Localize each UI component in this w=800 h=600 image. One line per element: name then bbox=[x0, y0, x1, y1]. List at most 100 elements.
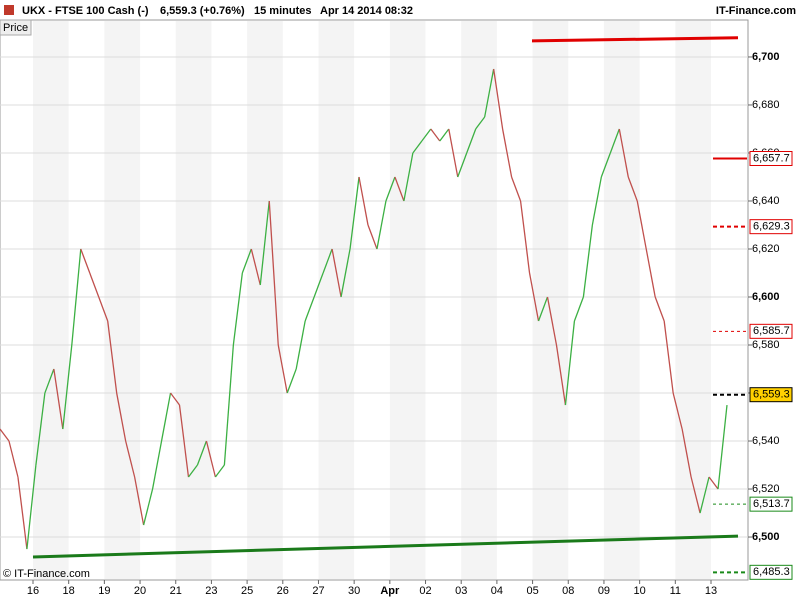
x-tick-label: 27 bbox=[312, 585, 324, 597]
logo bbox=[4, 5, 14, 15]
price-segment bbox=[53, 368, 64, 430]
price-segment bbox=[528, 272, 540, 322]
copyright: © IT-Finance.com bbox=[3, 568, 90, 580]
y-tick-label: 6,680 bbox=[752, 99, 780, 111]
quote: 6,559.3 (+0.76%) bbox=[160, 5, 245, 17]
day-band bbox=[104, 21, 141, 579]
trendline bbox=[531, 36, 739, 43]
x-tick-label: 19 bbox=[98, 585, 110, 597]
price-segment bbox=[313, 272, 324, 298]
y-tick-label: 6,620 bbox=[752, 243, 780, 255]
day-band bbox=[33, 21, 69, 579]
x-tick-label: 09 bbox=[598, 585, 610, 597]
symbol: UKX - FTSE 100 Cash (-) bbox=[22, 5, 149, 17]
price-segment bbox=[268, 200, 279, 346]
price-segment bbox=[322, 248, 333, 274]
y-tick-label: 6,500 bbox=[752, 531, 780, 543]
price-segment bbox=[286, 368, 297, 394]
level-label: 6,485.3 bbox=[753, 566, 790, 578]
trendline bbox=[32, 534, 739, 559]
price-segment bbox=[717, 404, 728, 490]
price-segment bbox=[277, 344, 288, 394]
level-label-box bbox=[749, 323, 793, 339]
price-segment bbox=[484, 68, 495, 118]
x-tick-label: 05 bbox=[526, 585, 538, 597]
price-segment bbox=[62, 344, 73, 430]
price-segment bbox=[151, 440, 163, 490]
datetime: Apr 14 2014 08:32 bbox=[320, 5, 413, 17]
level-label-box bbox=[749, 496, 793, 512]
price-segment bbox=[457, 152, 468, 178]
x-tick-label: 25 bbox=[241, 585, 253, 597]
price-segment bbox=[367, 224, 378, 250]
price-segment bbox=[35, 392, 46, 466]
price-segment bbox=[116, 392, 127, 442]
price-segment bbox=[609, 128, 620, 154]
x-tick-label: 02 bbox=[419, 585, 431, 597]
x-tick-label: 04 bbox=[491, 585, 503, 597]
level-label: 6,629.3 bbox=[753, 221, 790, 233]
x-tick-label: 21 bbox=[170, 585, 182, 597]
price-segment bbox=[573, 296, 585, 322]
price-segment bbox=[672, 392, 683, 430]
price-segment bbox=[600, 152, 611, 178]
price-segment bbox=[8, 440, 19, 478]
y-tick-label: 6,640 bbox=[752, 195, 780, 207]
price-segment bbox=[519, 200, 531, 274]
price-segment bbox=[259, 200, 270, 286]
price-segment bbox=[160, 392, 172, 442]
tab-label[interactable]: Price bbox=[3, 22, 28, 34]
price-segment bbox=[187, 464, 198, 478]
level-label: 6,657.7 bbox=[753, 152, 790, 164]
price-segment bbox=[555, 344, 567, 406]
price-segment bbox=[663, 320, 674, 394]
price-segment bbox=[304, 296, 315, 322]
day-band bbox=[532, 21, 569, 579]
price-segment bbox=[501, 128, 513, 178]
price-segment bbox=[44, 368, 55, 394]
price-segment bbox=[618, 128, 629, 178]
level-label-box bbox=[749, 387, 793, 403]
y-tick-label: 6,520 bbox=[752, 483, 780, 495]
price-segment bbox=[223, 344, 235, 466]
price-segment bbox=[17, 476, 28, 550]
x-tick-label: Apr bbox=[380, 585, 400, 597]
level-label: 6,513.7 bbox=[753, 498, 790, 510]
x-tick-label: 08 bbox=[562, 585, 574, 597]
price-segment bbox=[492, 68, 504, 130]
price-segment bbox=[241, 248, 252, 274]
price-segment bbox=[421, 128, 432, 142]
price-segment bbox=[331, 248, 342, 298]
day-band bbox=[461, 21, 497, 579]
price-segment bbox=[466, 128, 477, 154]
price-segment bbox=[133, 476, 145, 526]
y-tick-label: 6,700 bbox=[752, 51, 780, 63]
interval: 15 minutes bbox=[254, 5, 311, 17]
tab[interactable] bbox=[0, 19, 32, 36]
price-segment bbox=[654, 296, 665, 322]
brand: IT-Finance.com bbox=[716, 5, 796, 17]
price-segment bbox=[591, 176, 602, 226]
day-band bbox=[389, 21, 426, 579]
y-tick-label: 6,600 bbox=[752, 291, 780, 303]
price-segment bbox=[636, 200, 647, 250]
price-segment bbox=[699, 476, 710, 514]
price-segment bbox=[98, 296, 109, 322]
level-label-box bbox=[749, 150, 793, 166]
x-tick-label: 16 bbox=[27, 585, 39, 597]
y-tick-label: 6,580 bbox=[752, 339, 780, 351]
price-segment bbox=[170, 392, 181, 406]
price-segment bbox=[681, 428, 692, 478]
x-tick-label: 03 bbox=[455, 585, 467, 597]
price-segment bbox=[510, 176, 522, 202]
price-segment bbox=[89, 272, 100, 298]
price-segment bbox=[178, 404, 190, 478]
level-label: 6,559.3 bbox=[753, 389, 790, 401]
price-segment bbox=[0, 428, 10, 442]
price-segment bbox=[250, 248, 261, 286]
x-tick-label: 11 bbox=[670, 585, 681, 597]
price-segment bbox=[475, 116, 486, 130]
price-segment bbox=[205, 440, 217, 478]
price-segment bbox=[376, 200, 387, 250]
